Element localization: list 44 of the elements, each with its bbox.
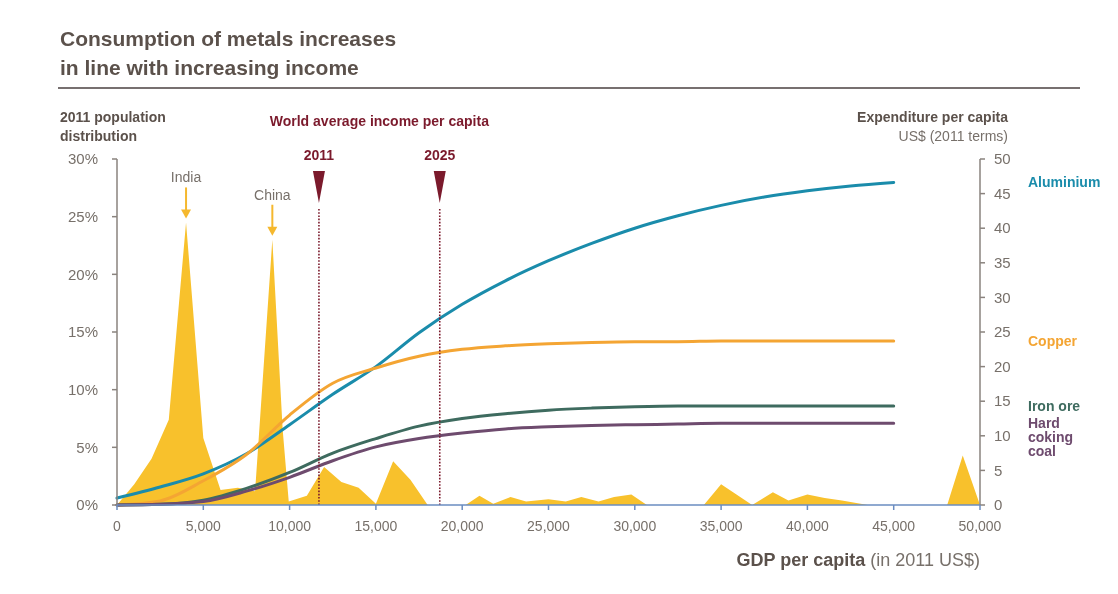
line-series xyxy=(115,181,896,500)
y-tick-label: 10% xyxy=(67,380,98,398)
x-tick-label: 10,000 xyxy=(268,518,312,534)
chart-title: Consumption of metals increases in line with increasing income xyxy=(60,27,397,79)
annotation: 2011 xyxy=(303,147,335,163)
y-tick-label: 25% xyxy=(67,207,98,225)
y2-tick-label: 50 xyxy=(994,150,1011,168)
text: Iron ore xyxy=(1028,397,1081,414)
x-tick-label: 20,000 xyxy=(440,518,484,534)
y2-tick-label: 25 xyxy=(994,323,1011,341)
y2-tick-label: 40 xyxy=(994,219,1011,237)
x-tick-label: 5,000 xyxy=(185,518,222,534)
text: Aluminium xyxy=(1028,174,1101,191)
x-tick-label: 30,000 xyxy=(613,518,657,534)
y2-tick-label: 35 xyxy=(994,254,1011,272)
y2-tick-label: 30 xyxy=(994,288,1011,306)
annotation: India xyxy=(170,169,202,186)
y2-tick-label: 5 xyxy=(994,461,1003,479)
x-axis-title: GDP per capita (in 2011 US$) xyxy=(736,550,980,570)
text: Copper xyxy=(1028,332,1078,349)
x-tick-label: 25,000 xyxy=(527,518,571,534)
y2-tick-label: 10 xyxy=(994,427,1011,445)
y2-tick-label: 20 xyxy=(994,357,1011,375)
y2-tick-label: 15 xyxy=(994,392,1011,410)
y-tick-label: 30% xyxy=(67,150,98,168)
x-tick-label: 0 xyxy=(113,518,122,534)
annotation: China xyxy=(254,186,291,203)
x-tick-label: 50,000 xyxy=(958,518,1002,534)
y-tick-label: 15% xyxy=(67,323,98,341)
annotation: 2025 xyxy=(424,147,456,163)
text: World average income per capita xyxy=(269,113,490,129)
x-tick-label: 40,000 xyxy=(785,518,830,534)
y2-axis-title: Expenditure per capita US$ (2011 terms) xyxy=(857,109,1009,144)
y-axis-title: 2011 population distribution xyxy=(60,109,166,144)
x-tick-label: 45,000 xyxy=(872,518,916,534)
x-tick-label: 15,000 xyxy=(354,518,398,534)
y-tick-label: 0% xyxy=(76,496,98,514)
y-tick-label: 5% xyxy=(76,438,98,456)
line-series xyxy=(115,421,896,507)
y-tick-label: 20% xyxy=(67,265,98,283)
y2-tick-label: 0 xyxy=(994,496,1003,514)
x-tick-label: 35,000 xyxy=(699,518,743,534)
y2-tick-label: 45 xyxy=(994,184,1011,202)
text: Hard coking coal xyxy=(1028,415,1074,460)
